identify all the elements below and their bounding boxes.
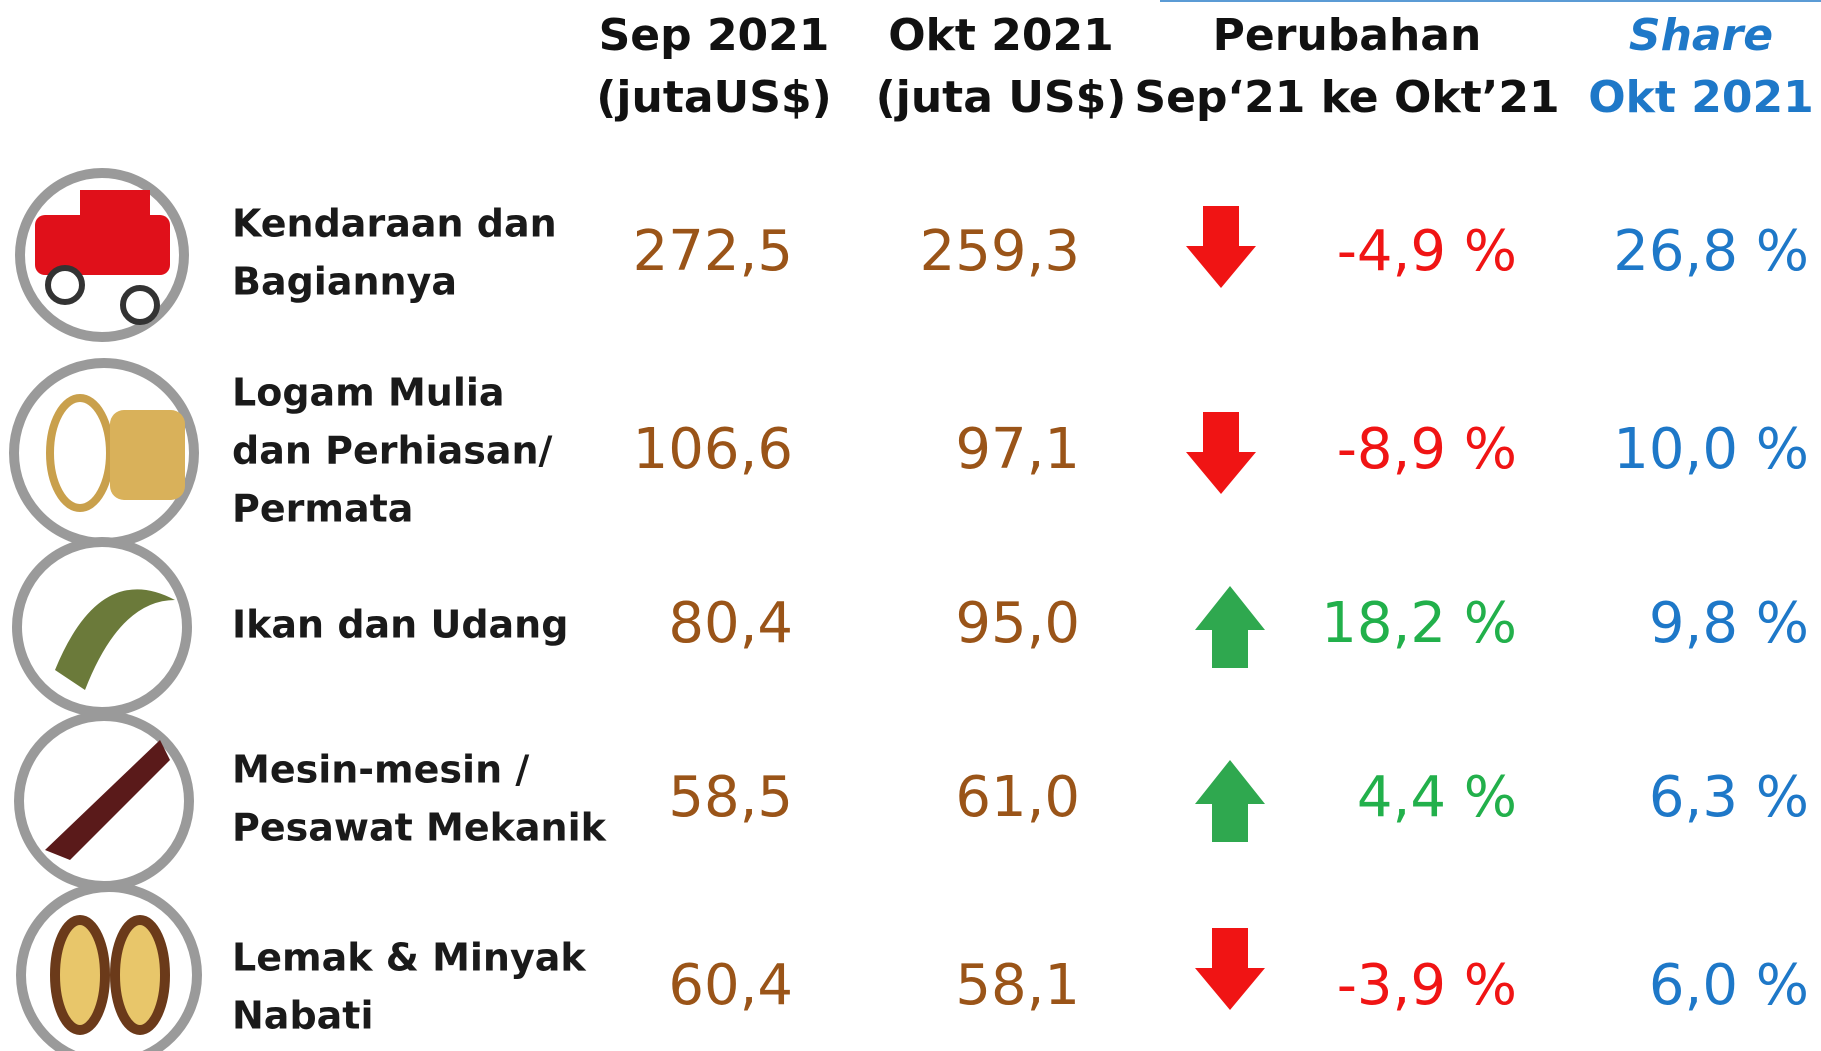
sep-value: 60,4 bbox=[668, 953, 793, 1018]
okt-value: 97,1 bbox=[955, 417, 1080, 482]
column-header: Sep 2021 bbox=[599, 10, 830, 61]
arrow-up bbox=[1195, 760, 1265, 842]
change-value: -4,9 % bbox=[1337, 219, 1517, 284]
share-value: 6,0 % bbox=[1649, 953, 1809, 1018]
column-header: Share bbox=[1629, 10, 1773, 61]
row-label: Mesin-mesin / bbox=[232, 748, 529, 792]
column-header: Okt 2021 bbox=[1588, 72, 1813, 123]
share-value: 9,8 % bbox=[1649, 591, 1809, 656]
column-header: (juta US$) bbox=[876, 72, 1127, 123]
row-label: dan Perhiasan/ bbox=[232, 429, 553, 473]
share-value: 6,3 % bbox=[1649, 765, 1809, 830]
okt-value: 259,3 bbox=[920, 219, 1080, 284]
change-value: -8,9 % bbox=[1337, 417, 1517, 482]
column-header: (jutaUS$) bbox=[596, 72, 831, 123]
sep-value: 106,6 bbox=[633, 417, 793, 482]
trend-arrows bbox=[1186, 206, 1265, 1010]
arrow-up bbox=[1195, 586, 1265, 668]
row-label: Pesawat Mekanik bbox=[232, 806, 607, 850]
sep-value: 80,4 bbox=[668, 591, 793, 656]
icons bbox=[14, 173, 197, 1051]
okt-value: 58,1 bbox=[955, 953, 1080, 1018]
change-value: -3,9 % bbox=[1337, 953, 1517, 1018]
change-value: 4,4 % bbox=[1357, 765, 1517, 830]
column-header: Sep‘21 ke Okt’21 bbox=[1134, 72, 1559, 123]
column-header: Perubahan bbox=[1213, 10, 1482, 61]
row-label: Bagiannya bbox=[232, 260, 457, 304]
row-label: Lemak & Minyak bbox=[232, 936, 586, 980]
arrow-down bbox=[1195, 928, 1265, 1010]
row-label: Nabati bbox=[232, 994, 373, 1038]
column-header: Okt 2021 bbox=[888, 10, 1113, 61]
sep-value: 272,5 bbox=[633, 219, 793, 284]
row-label: Kendaraan dan bbox=[232, 202, 557, 246]
row-label: Ikan dan Udang bbox=[232, 603, 568, 647]
share-value: 10,0 % bbox=[1613, 417, 1809, 482]
row-label: Permata bbox=[232, 487, 413, 531]
change-value: 18,2 % bbox=[1321, 591, 1517, 656]
okt-value: 61,0 bbox=[955, 765, 1080, 830]
okt-value: 95,0 bbox=[955, 591, 1080, 656]
arrow-down bbox=[1186, 412, 1256, 494]
arrow-down bbox=[1186, 206, 1256, 288]
sep-value: 58,5 bbox=[668, 765, 793, 830]
slide: Sep 2021 (jutaUS$) Okt 2021 (juta US$) Perub… bbox=[0, 0, 1821, 1051]
share-value: 26,8 % bbox=[1613, 219, 1809, 284]
row-label: Logam Mulia bbox=[232, 371, 505, 415]
